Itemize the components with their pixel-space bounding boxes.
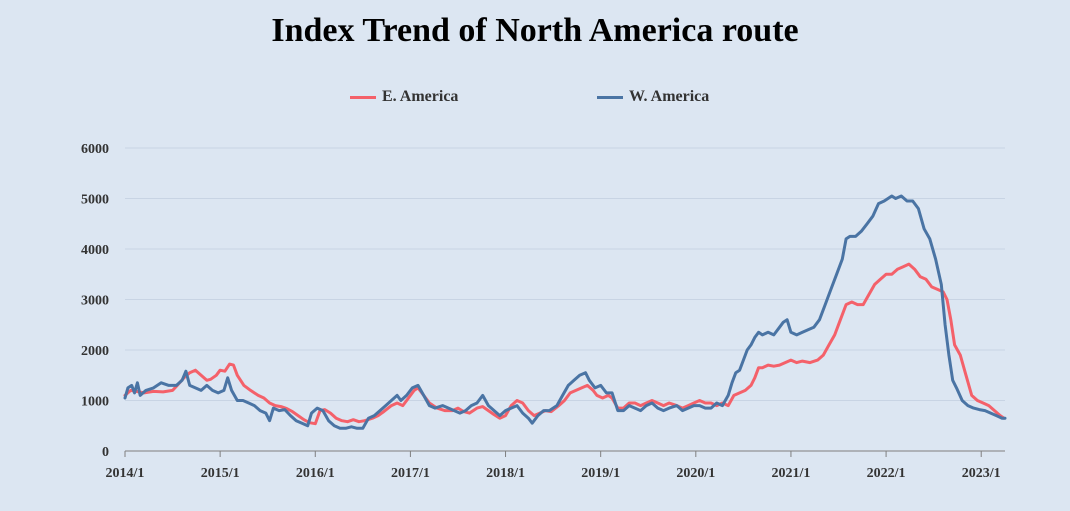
legend-line-east [350,95,376,99]
x-tick-label: 2016/1 [296,466,335,481]
y-tick-label: 3000 [81,294,109,309]
series-line-west [123,194,1007,430]
legend-line-west [597,95,623,99]
x-tick-label: 2023/1 [962,466,1001,481]
legend-item-east: E. America [350,88,458,106]
x-tick-label: 2020/1 [676,466,715,481]
x-tick-label: 2022/1 [867,466,906,481]
x-tick-label: 2021/1 [772,466,811,481]
y-tick-label: 0 [102,445,109,460]
y-tick-label: 1000 [81,395,109,410]
legend-label-east: E. America [382,88,459,105]
x-tick-label: 2015/1 [201,466,240,481]
x-tick-label: 2019/1 [581,466,620,481]
y-tick-label: 4000 [81,243,109,258]
legend-item-west: W. America [597,88,709,106]
x-tick-label: 2018/1 [486,466,525,481]
y-tick-label: 5000 [81,193,109,208]
series-line-east [123,262,1006,426]
x-tick-label: 2014/1 [106,466,145,481]
x-tick-label: 2017/1 [391,466,430,481]
legend-label-west: W. America [629,88,710,105]
y-tick-label: 6000 [81,142,109,157]
y-tick-label: 2000 [81,344,109,359]
chart-title: Index Trend of North America route [271,12,799,49]
